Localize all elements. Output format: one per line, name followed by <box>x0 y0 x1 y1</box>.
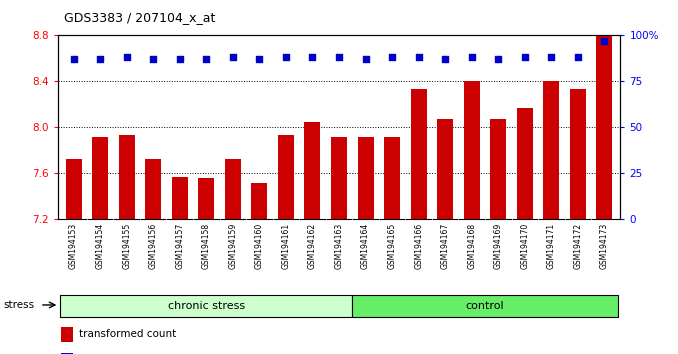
Point <box>599 38 610 44</box>
Text: GSM194160: GSM194160 <box>255 223 264 269</box>
Text: GSM194170: GSM194170 <box>520 223 530 269</box>
Bar <box>411 90 426 219</box>
Point <box>519 55 530 60</box>
Text: GSM194166: GSM194166 <box>414 223 423 269</box>
Bar <box>517 108 533 219</box>
Bar <box>61 326 73 342</box>
Text: GSM194168: GSM194168 <box>467 223 476 269</box>
Point <box>254 57 265 62</box>
Text: GSM194163: GSM194163 <box>334 223 344 269</box>
Text: GSM194153: GSM194153 <box>69 223 78 269</box>
Bar <box>570 90 586 219</box>
Point <box>174 57 185 62</box>
Point <box>493 57 504 62</box>
Text: GSM194154: GSM194154 <box>96 223 104 269</box>
Point <box>201 57 212 62</box>
Text: GDS3383 / 207104_x_at: GDS3383 / 207104_x_at <box>64 11 216 24</box>
Bar <box>543 81 559 219</box>
Bar <box>198 178 214 219</box>
Text: control: control <box>466 301 504 311</box>
Bar <box>384 137 400 219</box>
Text: GSM194165: GSM194165 <box>388 223 397 269</box>
Bar <box>119 136 135 219</box>
Point <box>307 55 318 60</box>
Bar <box>60 295 353 318</box>
Text: GSM194167: GSM194167 <box>441 223 450 269</box>
Point <box>546 55 557 60</box>
Point <box>386 55 397 60</box>
Text: chronic stress: chronic stress <box>167 301 245 311</box>
Point <box>281 55 292 60</box>
Bar <box>278 136 294 219</box>
Point <box>95 57 106 62</box>
Point <box>572 55 583 60</box>
Text: stress: stress <box>3 300 35 310</box>
Bar <box>464 81 479 219</box>
Text: GSM194157: GSM194157 <box>175 223 184 269</box>
Bar <box>304 122 321 219</box>
Bar <box>252 183 267 219</box>
Bar <box>145 159 161 219</box>
Bar <box>490 119 506 219</box>
Text: GSM194159: GSM194159 <box>228 223 237 269</box>
Point <box>121 55 132 60</box>
Point <box>227 55 238 60</box>
Text: GSM194158: GSM194158 <box>202 223 211 269</box>
Bar <box>331 137 347 219</box>
Bar <box>357 137 374 219</box>
Text: GSM194164: GSM194164 <box>361 223 370 269</box>
Bar <box>66 159 81 219</box>
Bar <box>437 119 453 219</box>
Bar <box>225 159 241 219</box>
Text: GSM194156: GSM194156 <box>148 223 158 269</box>
Text: GSM194171: GSM194171 <box>547 223 556 269</box>
Text: GSM194169: GSM194169 <box>494 223 503 269</box>
Point <box>334 55 344 60</box>
Text: GSM194162: GSM194162 <box>308 223 317 269</box>
Bar <box>61 353 73 354</box>
Point <box>466 55 477 60</box>
Text: GSM194155: GSM194155 <box>122 223 131 269</box>
Point <box>148 57 159 62</box>
Bar <box>92 137 108 219</box>
Bar <box>597 35 612 219</box>
Bar <box>353 295 618 318</box>
Text: GSM194173: GSM194173 <box>600 223 609 269</box>
Point <box>68 57 79 62</box>
Text: transformed count: transformed count <box>79 330 176 339</box>
Point <box>413 55 424 60</box>
Point <box>440 57 451 62</box>
Point <box>360 57 371 62</box>
Text: GSM194172: GSM194172 <box>574 223 582 269</box>
Bar <box>172 177 188 219</box>
Text: GSM194161: GSM194161 <box>281 223 290 269</box>
